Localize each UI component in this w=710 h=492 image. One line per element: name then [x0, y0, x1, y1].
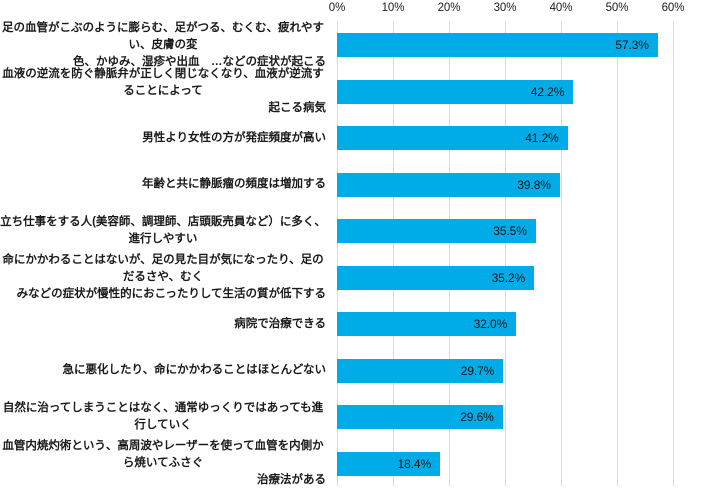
bar-row[interactable]: 病院で治療できる 32.0% [0, 301, 710, 347]
bar-category-label-line: 急に悪化したり、命にかかわることはほとんどない [62, 364, 326, 376]
bar[interactable]: 57.3% [337, 33, 658, 57]
bar-track: 35.5% [337, 208, 673, 254]
x-axis-tick-label: 30% [493, 2, 517, 14]
bar-category-label: 急に悪化したり、命にかかわることはほとんどない [0, 348, 330, 394]
bar-category-label-line: 立ち仕事をする人(美容師、調理師、店頭販売員など）に多く、進行しやすい [0, 216, 326, 245]
bar-category-label-line: みなどの症状が慢性的におこったりして生活の質が低下する [16, 288, 326, 300]
bar-track: 39.8% [337, 162, 673, 208]
bar-category-label-line: 自然に治ってしまうことはなく、通常ゆっくりではあっても進行していく [2, 402, 324, 431]
x-axis-tick-label: 20% [437, 2, 461, 14]
bar-category-label-line: 命にかかわることはないが、足の見た目が気になったり、足のだるさや、むく [2, 254, 324, 283]
bar[interactable]: 29.7% [337, 358, 504, 383]
bar-category-label: 血液の逆流を防ぐ静脈弁が正しく閉じなくなり、血液が逆流することによって起こる病気 [0, 68, 330, 115]
bar-category-label: 血管内焼灼術という、高周波やレーザーを使って血管を内側から焼いてふさぐ治療法があ… [0, 440, 330, 487]
bar[interactable]: 41.2% [337, 126, 568, 150]
bar-value-label: 41.2% [525, 131, 559, 145]
bar-track: 42.2% [337, 69, 673, 115]
bar-row[interactable]: 命にかかわることはないが、足の見た目が気になったり、足のだるさや、むくみなどの症… [0, 254, 710, 301]
x-axis-tick-label: 0% [328, 2, 346, 14]
x-axis-tick-label: 10% [381, 2, 405, 14]
bar-value-label: 29.6% [460, 410, 494, 424]
bar-row[interactable]: 立ち仕事をする人(美容師、調理師、店頭販売員など）に多く、進行しやすい 35.5% [0, 208, 710, 254]
bar-track: 35.2% [337, 255, 673, 301]
bar-row[interactable]: 血管内焼灼術という、高周波やレーザーを使って血管を内側から焼いてふさぐ治療法があ… [0, 440, 710, 487]
bar-category-label: 命にかかわることはないが、足の見た目が気になったり、足のだるさや、むくみなどの症… [0, 254, 330, 301]
bar-row[interactable]: 自然に治ってしまうことはなく、通常ゆっくりではあっても進行していく 29.6% [0, 394, 710, 440]
bar[interactable]: 29.6% [337, 405, 503, 429]
bar-track: 18.4% [337, 441, 673, 487]
bar-track: 41.2% [337, 115, 673, 161]
bar-value-label: 57.3% [615, 38, 649, 52]
bar-track: 57.3% [337, 22, 673, 68]
bar-category-label-line: 治療法がある [257, 474, 326, 486]
bar-category-label-line: 血液の逆流を防ぐ静脈弁が正しく閉じなくなり、血液が逆流することによって [2, 68, 324, 97]
x-axis-tick-label: 50% [605, 2, 629, 14]
bar-category-label: 病院で治療できる [0, 301, 330, 347]
x-axis-tick-label: 40% [549, 2, 573, 14]
bar-row[interactable]: 年齢と共に静脈瘤の頻度は増加する 39.8% [0, 162, 710, 208]
bar-category-label: 自然に治ってしまうことはなく、通常ゆっくりではあっても進行していく [0, 394, 330, 440]
bar-category-label-line: 男性より女性の方が発症頻度が高い [142, 131, 326, 144]
bar-category-label-line: 足の血管がこぶのように膨らむ、足がつる、むくむ、疲れやすい、皮膚の変 [2, 21, 324, 51]
x-axis-tick-label: 60% [661, 2, 685, 14]
bar-value-label: 29.7% [460, 363, 495, 378]
bar-category-label: 足の血管がこぶのように膨らむ、足がつる、むくむ、疲れやすい、皮膚の変色、かゆみ、… [0, 22, 330, 68]
bar[interactable]: 32.0% [337, 312, 517, 336]
bar-row[interactable]: 男性より女性の方が発症頻度が高い 41.2% [0, 115, 710, 161]
bar-track: 29.6% [337, 394, 673, 440]
bar-row[interactable]: 血液の逆流を防ぐ静脈弁が正しく閉じなくなり、血液が逆流することによって起こる病気… [0, 68, 710, 115]
bar-value-label: 42.2% [530, 84, 565, 99]
bar-row[interactable]: 急に悪化したり、命にかかわることはほとんどない 29.7% [0, 348, 710, 394]
bar-category-label-line: 起こる病気 [268, 102, 327, 114]
bar-track: 32.0% [337, 301, 673, 347]
bar-value-label: 39.8% [517, 177, 551, 192]
bar-value-label: 35.2% [491, 270, 526, 285]
x-axis-tick-labels: 0% 10% 20% 30% 40% 50% 60% [0, 0, 710, 22]
bar-category-label-line: 血管内焼灼術という、高周波やレーザーを使って血管を内側から焼いてふさぐ [2, 440, 324, 469]
bar-value-label: 35.5% [493, 224, 527, 238]
bar-value-label: 18.4% [397, 456, 432, 471]
bar-category-label: 年齢と共に静脈瘤の頻度は増加する [0, 162, 330, 208]
bar-category-label-line: 色、かゆみ、湿疹や出血 …などの症状が起こる [73, 55, 326, 68]
bar[interactable]: 18.4% [337, 451, 441, 476]
bar-category-label-line: 年齢と共に静脈瘤の頻度は増加する [142, 178, 326, 190]
bar[interactable]: 39.8% [337, 172, 560, 197]
bar-value-label: 32.0% [473, 317, 508, 331]
bar[interactable]: 35.2% [337, 265, 535, 290]
bar[interactable]: 35.5% [337, 219, 536, 243]
bar-track: 29.7% [337, 348, 673, 394]
bar-category-label-line: 病院で治療できる [234, 317, 326, 330]
bar-category-label: 立ち仕事をする人(美容師、調理師、店頭販売員など）に多く、進行しやすい [0, 208, 330, 254]
bar-category-label: 男性より女性の方が発症頻度が高い [0, 115, 330, 161]
bar-row[interactable]: 足の血管がこぶのように膨らむ、足がつる、むくむ、疲れやすい、皮膚の変色、かゆみ、… [0, 22, 710, 68]
bar[interactable]: 42.2% [337, 79, 574, 104]
